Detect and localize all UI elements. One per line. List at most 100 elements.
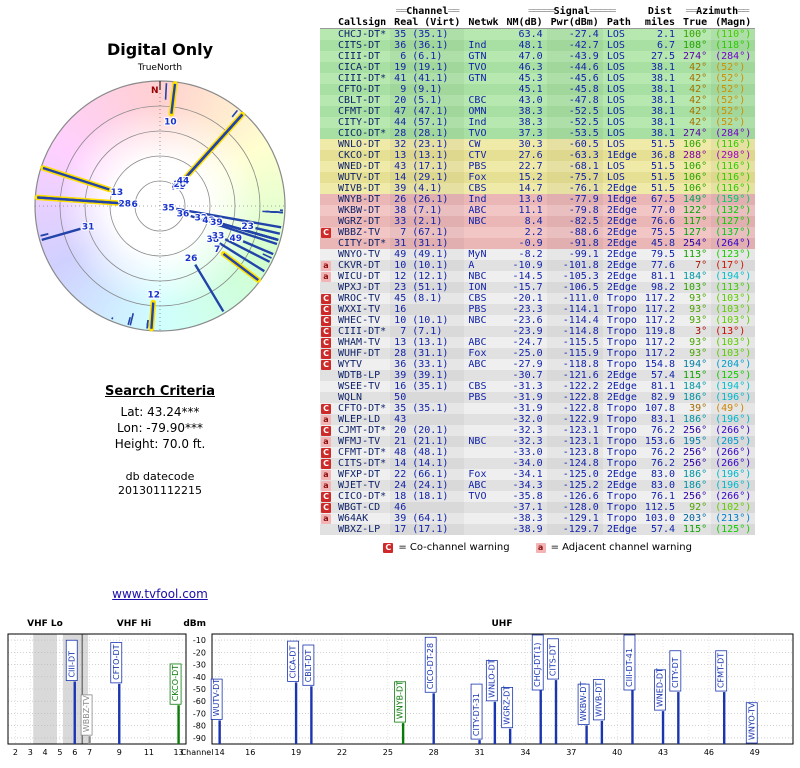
callsign: WPXJ-DT: [338, 282, 381, 293]
station-spoke: [111, 317, 114, 320]
channel-tick-label: 4: [43, 748, 48, 757]
channel-tick-label: 3: [28, 748, 33, 757]
station-row: C CITS-DT* 14 (14.1) -34.0 -124.8 Tropo 76.2 25…: [320, 458, 756, 469]
callsign: WNED-DT: [338, 161, 381, 172]
channel-label: 49: [229, 234, 242, 244]
station-row: CBLT-DT 20 (5.1) CBC 43.0 -47.8 LOS 38.1 42° (52…: [320, 95, 756, 106]
station-row: WUTV-DT 14 (29.1) Fox 15.2 -75.7 LOS 51.5 106°(…: [320, 172, 756, 183]
callsign: WNLO-DT: [338, 139, 381, 150]
svg-text:CKCO-DT: CKCO-DT: [171, 665, 180, 702]
dbm-tick-label: -30: [193, 661, 206, 670]
channel-group-header: ══Channel══: [396, 6, 459, 17]
station-row: WDTB-LP 39 (39.1) -30.7 -121.6 2Edge 57.4 115°…: [320, 370, 756, 381]
channel-tick-label: 14: [215, 748, 225, 757]
station-row: a WFMJ-TV 21 (21.1) NBC -32.3 -123.1 Tropo 153.…: [320, 436, 756, 447]
callsign: WJET-TV: [338, 480, 381, 491]
callsign: CJMT-DT*: [338, 425, 387, 436]
co-channel-warning-badge: C: [321, 305, 331, 315]
station-row: C WHEC-TV 10 (10.1) NBC -23.6 -114.4 Tropo 117.…: [320, 315, 756, 326]
search-criteria-heading: Search Criteria: [105, 384, 215, 399]
co-channel-warning-badge: C: [321, 404, 331, 414]
station-row: a WICU-DT 12 (12.1) NBC -14.5 -105.3 2Edge 81.1…: [320, 271, 756, 282]
azimuth-group-header: ══Azimuth══: [686, 6, 749, 17]
channel-label: 19: [171, 183, 184, 193]
station-row: WNYB-DT 26 (26.1) Ind 13.0 -77.9 1Edge 67.5 149…: [320, 194, 756, 205]
station-row: CHCJ-DT* 35 (35.1) 63.4 -27.4 LOS 2.1 100° (110…: [320, 28, 756, 40]
station-spoke: [176, 207, 282, 229]
station-row: C CFTO-DT* 35 (35.1) -31.9 -122.8 Tropo 107.8 3…: [320, 403, 756, 414]
station-label: CFTO-DT: [110, 642, 123, 684]
svg-text:WKBW-DT: WKBW-DT: [579, 681, 588, 721]
callsign: CFMT-DT: [338, 106, 381, 117]
polar-ring: [59, 105, 261, 307]
station-label: CITY-DT: [669, 650, 682, 692]
panel-border: [7, 633, 187, 745]
callsign: CITS-DT: [338, 40, 381, 51]
channel-label: 43: [202, 216, 215, 226]
callsign: WXXI-TV: [338, 304, 381, 315]
station-row: WNYO-TV 49 (49.1) MyN -8.2 -99.1 2Edge 79.5 113…: [320, 249, 756, 260]
station-spoke: [224, 238, 271, 263]
station-spoke: [127, 316, 131, 326]
tvfool-link[interactable]: www.tvfool.com: [112, 587, 208, 601]
co-channel-warning-badge: C: [321, 360, 331, 370]
co-channel-warning-badge: C: [321, 316, 331, 326]
svg-text:CHCJ-DT(1): CHCJ-DT(1): [533, 642, 542, 687]
channel-tick-label: 7: [87, 748, 92, 757]
station-label: CITY-DT-31: [470, 683, 483, 740]
callsign: WQLN: [338, 392, 363, 403]
channel-label: 41: [172, 182, 185, 192]
callsign: CKVR-DT: [338, 260, 381, 271]
callsign: WGRZ-DT: [338, 216, 381, 227]
svg-text:WIVB-DT: WIVB-DT: [594, 682, 603, 717]
station-row: WNLO-DT 32 (23.1) CW 30.3 -60.5 LOS 51.5 106° (1…: [320, 139, 756, 150]
station-label: WNLO-DT: [485, 659, 498, 702]
co-channel-legend-text: = Co-channel warning: [398, 542, 510, 553]
channel-tick-label: 46: [704, 748, 714, 757]
channel-tick-label: 43: [658, 748, 668, 757]
station-label: CBLT-DT: [302, 644, 315, 686]
callsign: WROC-TV: [338, 293, 381, 304]
dbm-tick-label: -40: [193, 673, 206, 682]
channel-tick-label: 37: [566, 748, 576, 757]
station-row: a WJET-TV 24 (24.1) ABC -34.3 -125.2 2Edge 83.0…: [320, 480, 756, 491]
adjacent-channel-warning-badge: a: [321, 514, 331, 524]
dbm-tick-label: -90: [193, 734, 206, 743]
co-channel-warning-badge: C: [321, 503, 331, 513]
station-spoke: [242, 240, 274, 256]
co-channel-warning-badge: C: [383, 542, 394, 553]
channel-label: 6: [132, 200, 138, 210]
station-row: C WROC-TV 45 (8.1) CBS -20.1 -111.0 Tropo 117.2…: [320, 293, 756, 304]
station-label: CIII-DT: [65, 639, 78, 681]
channel-tick-label: 25: [383, 748, 393, 757]
callsign: WLEP-LD: [338, 414, 381, 425]
station-label: CICA-DT: [287, 640, 299, 682]
callsign: CBLT-DT: [338, 95, 381, 106]
polar-ring: [84, 130, 236, 282]
station-row: CITY-DT* 31 (31.1) -0.9 -91.8 2Edge 45.8 254°(…: [320, 238, 756, 249]
station-row: a WFXP-DT 22 (66.1) Fox -34.1 -125.0 2Edge 83.0…: [320, 469, 756, 480]
channel-label: 7: [214, 245, 220, 255]
station-row: CFMT-DT 47 (47.1) OMN 38.3 -52.5 LOS 38.1 42° (5…: [320, 106, 756, 117]
callsign: CICO-DT*: [338, 491, 387, 502]
svg-text:WNYB-DT: WNYB-DT: [396, 681, 405, 719]
longitude-value: Lon: -79.90***: [117, 421, 203, 435]
uhf-label: UHF: [492, 619, 513, 629]
callsign: CFMT-DT*: [338, 447, 387, 458]
channel-tick-label: 49: [750, 748, 760, 757]
station-row: CIII-DT* 41 (41.1) GTN 45.3 -45.6 LOS 38.1 42°(…: [320, 73, 756, 84]
station-row: CICA-DT 19 (19.1) TVO 46.3 -44.6 LOS 38.1 42° (5…: [320, 62, 756, 73]
station-spoke: [150, 319, 153, 329]
channel-tick-label: 9: [117, 748, 122, 757]
channel-label: 10: [164, 118, 177, 128]
adjacent-channel-warning-badge: a: [535, 542, 546, 553]
dist-group-header: Dist: [647, 6, 673, 17]
callsign: CFTO-DT*: [338, 403, 387, 414]
station-row: C CIII-DT* 7 (7.1) -23.9 -114.8 Tropo 119.8 3°…: [320, 326, 756, 337]
station-table: ══Channel══ ═════Signal═════ Dist ══Azim…: [320, 6, 756, 553]
station-row: C WYTV 36 (33.1) ABC -27.9 -118.8 Tropo 154.8 19…: [320, 359, 756, 370]
channel-label: 23: [241, 222, 254, 232]
dbm-tick-label: -60: [193, 697, 206, 706]
polar-ring: [109, 155, 211, 257]
